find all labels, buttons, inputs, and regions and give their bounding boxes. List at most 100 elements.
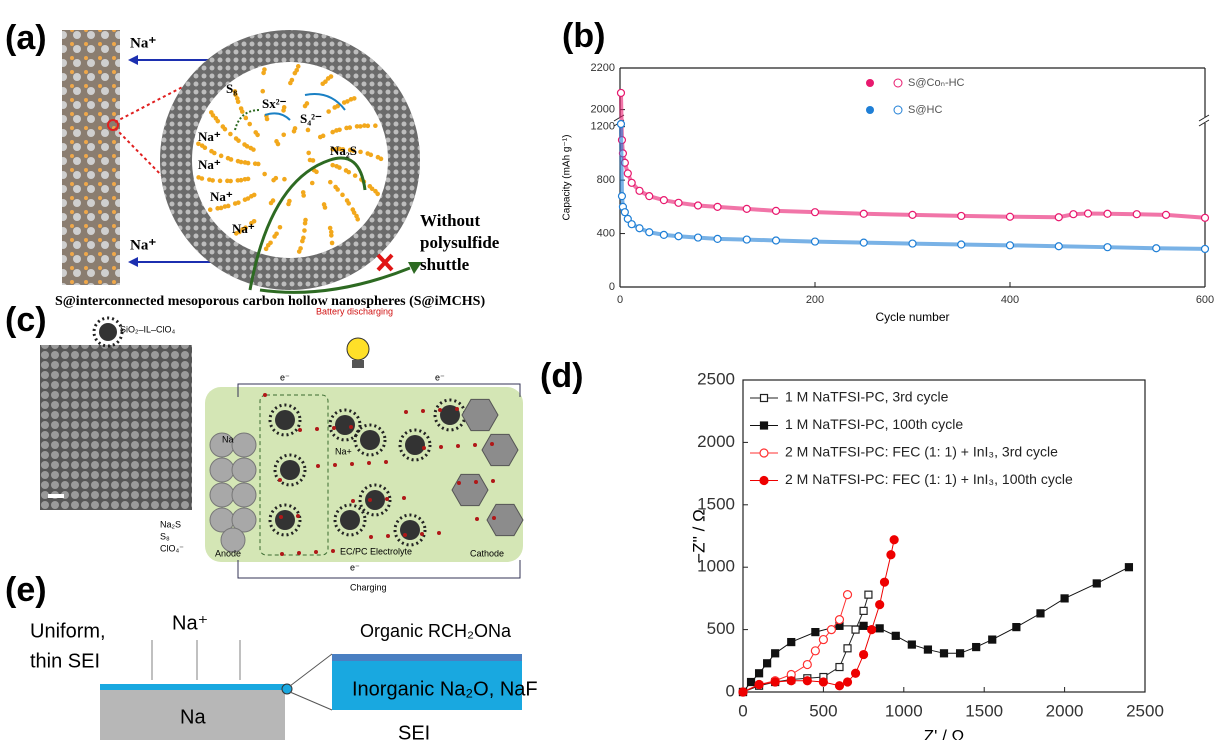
marker <box>1085 210 1092 217</box>
panel-a-text: Na⁺ <box>130 35 156 51</box>
perchlorate <box>279 515 283 519</box>
marker <box>636 187 643 194</box>
marker <box>1153 245 1160 252</box>
panel-c-text: S₈ <box>160 531 170 541</box>
sulfur-dot <box>236 159 241 164</box>
perchlorate <box>386 534 390 538</box>
marker <box>660 197 667 204</box>
sulfur-dot <box>346 201 351 206</box>
panel-a-text: Na⁺ <box>232 221 255 236</box>
sulfur-dot <box>329 233 334 238</box>
na-ball <box>210 458 234 482</box>
perchlorate <box>263 393 267 397</box>
panel-c-text: Charging <box>350 582 387 592</box>
marker <box>621 209 628 216</box>
sulfur-dot <box>243 197 248 202</box>
sulfur-dot <box>335 187 340 192</box>
panel-c-text: Na+ <box>335 446 352 456</box>
perchlorate <box>402 496 406 500</box>
sulfur-dot <box>290 78 295 83</box>
panel-c-text: Na <box>222 434 234 444</box>
y-tick-label: 500 <box>707 619 735 638</box>
sulfur-dot <box>375 192 380 197</box>
na-ball <box>232 433 256 457</box>
perchlorate <box>278 478 282 482</box>
sulfur-dot <box>353 173 358 178</box>
marker <box>772 650 779 657</box>
sulfur-dot <box>311 158 316 163</box>
panel-e-text: Organic RCH₂ONa <box>360 621 512 641</box>
panel-c-text: EC/PC Electrolyte <box>340 546 412 556</box>
perchlorate <box>474 480 478 484</box>
ion-core <box>99 323 117 341</box>
perchlorate <box>384 460 388 464</box>
legend-label: 1 M NaTFSI-PC, 3rd cycle <box>785 389 949 405</box>
perchlorate <box>351 499 355 503</box>
sulfur-dot <box>345 99 350 104</box>
marker <box>811 647 819 655</box>
sulfur-dot <box>286 202 291 207</box>
marker <box>624 170 631 177</box>
perchlorate <box>298 428 302 432</box>
sulfur-dot <box>301 193 306 198</box>
panel-c-text: e⁻ <box>350 562 360 572</box>
marker <box>819 636 827 644</box>
panel-a-text: Na⁺ <box>210 189 233 204</box>
sulfur-dot <box>221 124 226 129</box>
ion-core <box>360 430 380 450</box>
perchlorate <box>457 481 461 485</box>
sulfur-dot <box>379 157 384 162</box>
na-ball <box>210 483 234 507</box>
sulfur-dot <box>239 106 244 111</box>
panel-e-text: Na⁺ <box>172 612 208 634</box>
marker <box>618 193 625 200</box>
x-tick-label: 1000 <box>885 701 923 720</box>
marker <box>1055 243 1062 250</box>
panel-a-text: polysulfide <box>420 233 500 252</box>
marker <box>941 650 948 657</box>
sulfur-dot <box>300 239 305 244</box>
marker <box>773 207 780 214</box>
legend-label: S@Coₙ-HC <box>908 77 965 89</box>
panel-e-text: Uniform, <box>30 620 106 642</box>
y-tick-label: 400 <box>597 227 615 239</box>
marker <box>773 237 780 244</box>
marker <box>761 395 768 402</box>
panel-a-text: shuttle <box>420 255 470 274</box>
sulfur-dot <box>321 134 326 139</box>
panel-a-text: Na⁺ <box>198 129 221 144</box>
x-tick-label: 2500 <box>1126 701 1164 720</box>
panel-a-text: S₄²⁻ <box>300 111 322 126</box>
panel-c-text: Cathode <box>470 548 504 558</box>
legend-label: S@HC <box>908 104 942 116</box>
panel-a-art <box>62 30 422 292</box>
sulfur-dot <box>297 249 302 254</box>
ion-core <box>275 410 295 430</box>
sulfur-dot <box>303 221 308 226</box>
sulfur-dot <box>244 116 249 121</box>
panel-c-text: e⁻ <box>435 372 445 382</box>
perchlorate <box>316 464 320 468</box>
marker <box>771 678 779 686</box>
sulfur-dot <box>305 101 310 106</box>
legend-label: 1 M NaTFSI-PC, 100th cycle <box>785 416 963 432</box>
sulfur-dot <box>340 193 345 198</box>
sulfur-dot <box>233 201 238 206</box>
perchlorate <box>490 442 494 446</box>
sulfur-dot <box>329 74 334 79</box>
marker <box>714 203 721 210</box>
sulfur-dot <box>215 206 220 211</box>
sulfur-dot <box>223 204 228 209</box>
marker <box>695 234 702 241</box>
sulfur-dot <box>262 67 267 72</box>
marker <box>760 449 768 457</box>
legend-label: 2 M NaTFSI-PC: FEC (1: 1) + InI₃, 3rd cy… <box>785 444 1058 460</box>
panel-e-text: SEI <box>398 722 430 740</box>
ion-core <box>275 510 295 530</box>
panel-a-text: S@interconnected mesoporous carbon hollo… <box>55 294 485 309</box>
perchlorate <box>437 531 441 535</box>
marker <box>868 626 876 634</box>
y-tick-label: 1200 <box>591 121 615 133</box>
marker <box>756 670 763 677</box>
marker <box>755 681 763 689</box>
